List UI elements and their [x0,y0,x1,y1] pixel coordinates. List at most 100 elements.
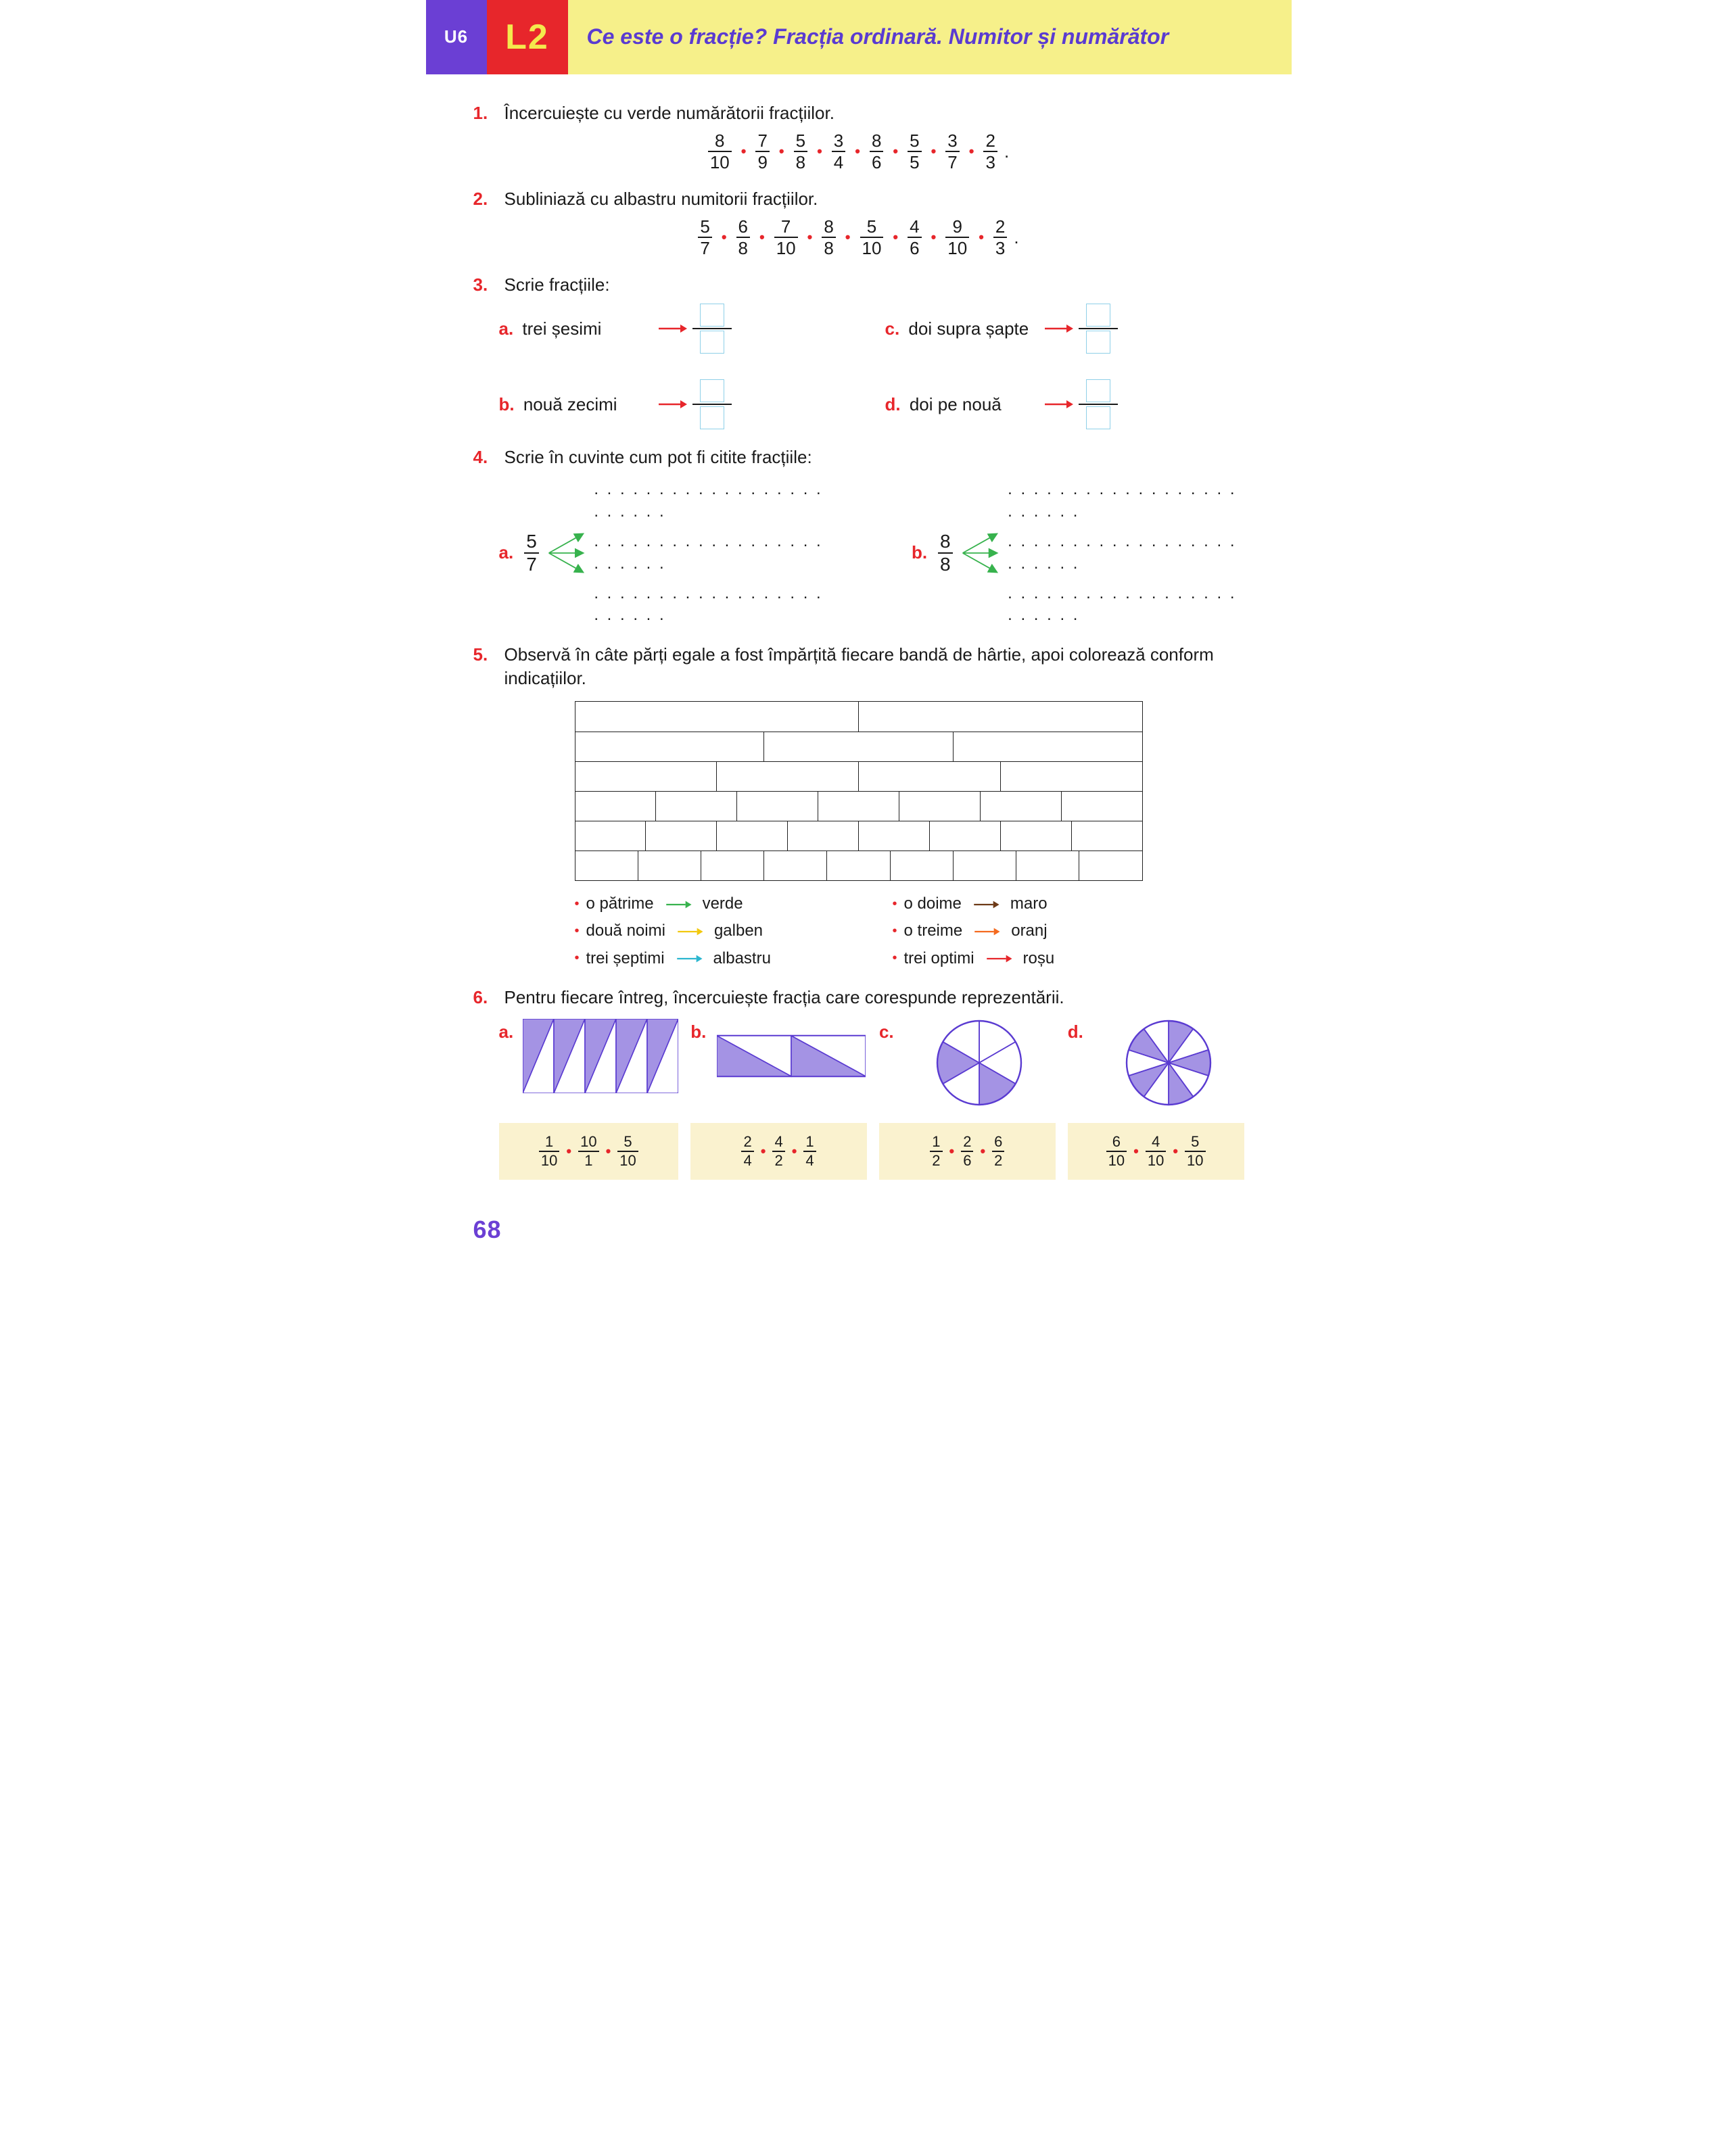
arrow-icon [676,926,703,937]
band-cell[interactable] [1072,821,1142,851]
dotted-line[interactable]: . . . . . . . . . . . . . . . . . . . . … [594,479,830,523]
band-cell[interactable] [930,821,1001,851]
numerator: 2 [741,1134,753,1151]
fraction-options[interactable]: 1 2 • 2 6 • 6 2 [879,1123,1056,1180]
band-cell[interactable] [954,732,1142,761]
fraction: 1 10 [539,1134,559,1168]
dotted-line[interactable]: . . . . . . . . . . . . . . . . . . . . … [1008,531,1244,575]
ex4-item: b. 8 8 . . . . . . . . . . . . . . . . .… [912,479,1244,626]
separator-dot-icon: • [722,227,727,247]
blank-numerator-box[interactable] [700,304,724,327]
numerator: 4 [772,1134,784,1151]
separator-dot-icon: • [1173,1141,1178,1161]
band-cell[interactable] [1062,792,1142,821]
band-cell[interactable] [1016,851,1079,880]
band-cell[interactable] [701,851,764,880]
band-cell[interactable] [859,702,1142,732]
answer-lines[interactable]: . . . . . . . . . . . . . . . . . . . . … [1008,479,1244,626]
blank-numerator-box[interactable] [1086,304,1110,327]
denominator: 6 [908,238,921,257]
full-stop: . [1004,140,1009,164]
fraction: 6 2 [992,1134,1004,1168]
ex-prompt: Pentru fiecare întreg, încercuiește frac… [504,986,1064,1009]
blank-denominator-box[interactable] [1086,406,1110,429]
separator-dot-icon: • [566,1141,571,1161]
blank-denominator-box[interactable] [700,406,724,429]
denominator: 7 [524,554,539,574]
dotted-line[interactable]: . . . . . . . . . . . . . . . . . . . . … [1008,479,1244,523]
numerator: 6 [992,1134,1004,1151]
dotted-line[interactable]: . . . . . . . . . . . . . . . . . . . . … [594,531,830,575]
band-cell[interactable] [638,851,701,880]
legend-color-word: oranj [1011,920,1047,942]
legend-item: • o doime maro [893,893,1143,915]
band-cell[interactable] [764,851,827,880]
separator-dot-icon: • [931,141,937,162]
blank-fraction[interactable] [1083,379,1114,429]
bullet-icon: • [893,949,897,967]
band-cell[interactable] [859,762,1001,791]
band-cell[interactable] [575,732,765,761]
blank-denominator-box[interactable] [700,331,724,354]
answer-lines[interactable]: . . . . . . . . . . . . . . . . . . . . … [594,479,830,626]
dotted-line[interactable]: . . . . . . . . . . . . . . . . . . . . … [1008,583,1244,627]
paper-bands [575,701,1143,881]
band-cell[interactable] [981,792,1062,821]
band-cell[interactable] [646,821,717,851]
band-cell[interactable] [575,851,638,880]
denominator: 10 [774,238,798,257]
denominator: 7 [698,238,711,257]
band-cell[interactable] [818,792,899,821]
band-cell[interactable] [575,792,657,821]
band-cell[interactable] [788,821,859,851]
blank-denominator-box[interactable] [1086,331,1110,354]
fraction: 5 8 [794,132,807,171]
blank-fraction[interactable] [1083,304,1114,354]
blank-fraction[interactable] [697,379,728,429]
ex3-item: a. trei șesimi [499,304,858,354]
band-cell[interactable] [717,762,859,791]
ex-prompt: Scrie în cuvinte cum pot fi citite fracț… [504,446,812,469]
numerator: 8 [822,218,835,237]
band-cell[interactable] [737,792,818,821]
numerator: 8 [713,132,726,151]
numerator: 4 [908,218,921,237]
denominator: 10 [617,1152,638,1168]
band-cell[interactable] [954,851,1016,880]
band-cell[interactable] [1079,851,1142,880]
fraction-options[interactable]: 6 10 • 4 10 • 5 10 [1068,1123,1244,1180]
fraction-bar-icon [697,404,728,405]
exercise-4: 4. Scrie în cuvinte cum pot fi citite fr… [473,446,1244,626]
arrow-icon [676,920,703,942]
dotted-line[interactable]: . . . . . . . . . . . . . . . . . . . . … [594,583,830,627]
band-cell[interactable] [575,702,860,732]
band-cell[interactable] [827,851,890,880]
blank-numerator-box[interactable] [700,379,724,402]
fraction: 5 7 [524,532,539,574]
fraction: 2 6 [961,1134,973,1168]
band-cell[interactable] [575,821,646,851]
page: U6 L2 Ce este o fracție? Fracția ordinar… [426,0,1292,1287]
denominator: 10 [860,238,884,257]
numerator: 8 [870,132,883,151]
legend-item: • două noimi galben [575,920,825,942]
band-cell[interactable] [717,821,788,851]
blank-fraction[interactable] [697,304,728,354]
band-cell[interactable] [575,762,718,791]
band-cell[interactable] [899,792,981,821]
band-cell[interactable] [1001,821,1072,851]
band-cell[interactable] [1001,762,1142,791]
band-cell[interactable] [859,821,930,851]
lesson-title: Ce este o fracție? Fracția ordinară. Num… [568,0,1292,74]
blank-numerator-box[interactable] [1086,379,1110,402]
bullet-icon: • [575,895,580,913]
band-cell[interactable] [764,732,954,761]
fraction-options[interactable]: 1 10 • 10 1 • 5 10 [499,1123,679,1180]
band-cell[interactable] [891,851,954,880]
fraction-options[interactable]: 2 4 • 4 2 • 1 4 [690,1123,867,1180]
denominator: 7 [945,152,959,171]
separator-dot-icon: • [1133,1141,1139,1161]
numerator: 3 [832,132,845,151]
shape-rect [717,1019,866,1093]
band-cell[interactable] [656,792,737,821]
